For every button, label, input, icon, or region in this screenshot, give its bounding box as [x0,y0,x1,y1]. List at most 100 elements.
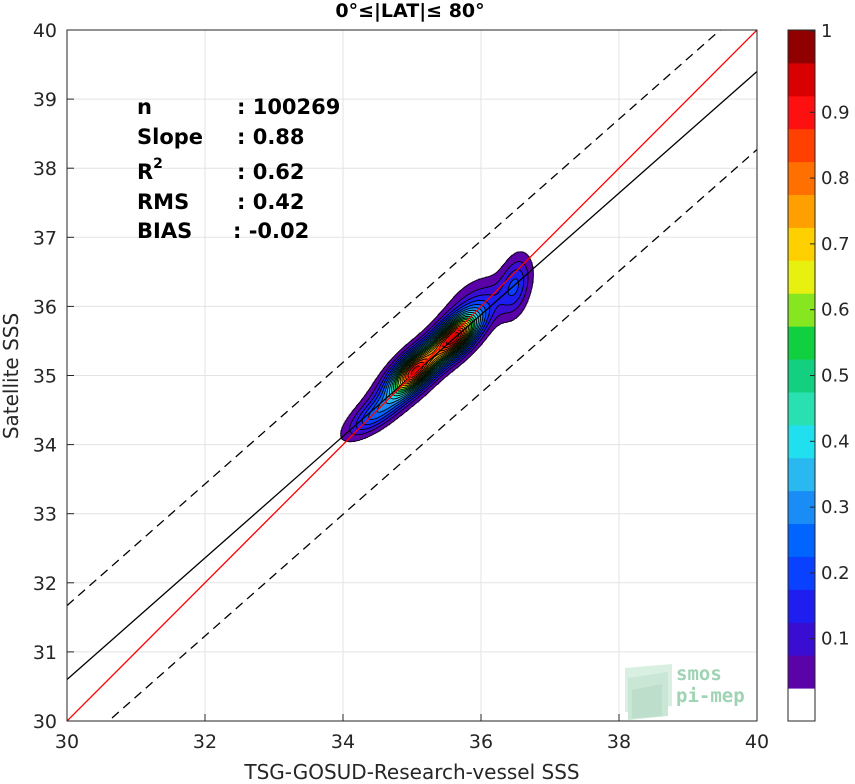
density-cell [393,417,395,420]
density-cell [392,365,394,368]
density-cell [378,400,381,403]
density-cell [398,399,401,402]
density-cell [380,385,383,388]
density-cell [343,428,346,431]
density-cell [363,401,365,404]
density-cell [462,356,465,359]
density-cell [352,413,355,416]
density-cell [399,350,402,352]
density-cell [360,438,362,440]
density-cell [451,359,453,362]
density-cell [369,409,372,411]
density-cell [368,419,371,422]
density-cell [363,435,365,437]
density-cell [393,406,395,408]
density-cell [362,429,364,432]
density-cell [389,416,391,419]
density-cell [375,419,378,422]
density-cell [403,354,406,356]
density-cell [391,415,393,418]
density-cell [391,364,393,367]
density-cell [357,423,359,426]
density-cell [373,409,376,411]
density-cell [364,418,366,421]
density-cell [359,406,361,408]
density-cell [346,418,349,421]
density-cell [472,351,475,353]
density-cell [371,427,374,430]
density-cell [358,425,360,428]
density-cell [373,415,376,418]
density-cell [342,434,345,436]
density-cell [466,352,469,354]
density-cell [367,405,370,407]
density-cell [394,358,396,361]
density-cell [442,365,445,368]
density-cell [436,377,439,379]
density-cell [360,417,362,420]
density-cell [369,433,372,435]
density-cell [469,353,472,355]
density-cell [370,407,373,409]
density-cell [346,423,349,426]
density-cell [369,393,372,396]
density-cell [342,432,345,434]
density-cell [446,354,448,356]
density-cell [407,352,410,354]
density-cell [354,426,357,429]
density-cell [381,381,384,383]
density-cell [386,397,388,400]
density-cell [422,353,424,355]
density-cell [368,420,371,423]
density-cell [359,417,361,420]
density-cell [425,383,427,385]
density-cell [464,358,467,361]
density-cell [413,349,416,351]
density-cell [450,370,452,373]
density-cell [344,438,347,440]
density-cell [376,380,379,382]
density-cell [411,394,414,397]
density-cell [368,410,371,412]
density-cell [379,400,382,403]
density-cell [348,440,351,442]
density-cell [422,393,424,396]
density-cell [371,387,374,390]
density-cell [387,376,389,378]
density-cell [371,386,374,389]
density-cell [340,435,343,437]
density-cell [384,417,387,420]
density-cell [405,401,408,404]
density-cell [425,365,427,368]
density-cell [364,436,366,438]
density-cell [382,377,385,379]
density-cell [418,398,420,401]
density-cell [438,352,441,354]
density-cell [367,410,370,412]
density-cell [465,356,468,359]
density-cell [405,367,408,370]
density-cell [364,434,366,436]
density-cell [362,419,364,422]
density-cell [342,438,345,440]
density-cell [397,357,400,360]
density-cell [380,406,383,408]
density-cell [411,375,414,377]
density-cell [395,356,397,359]
density-cell [382,421,385,424]
density-cell [453,361,455,364]
density-cell [375,390,378,393]
density-cell [363,413,365,416]
density-cell [446,373,448,376]
density-cell [423,361,425,364]
density-cell [362,414,364,417]
density-cell [352,428,355,431]
density-cell [433,377,436,379]
density-cell [365,395,367,398]
density-cell [379,412,382,414]
density-cell [342,431,345,433]
density-cell [414,367,417,370]
density-cell [396,355,398,357]
density-cell [371,431,374,433]
density-cell [388,381,390,383]
